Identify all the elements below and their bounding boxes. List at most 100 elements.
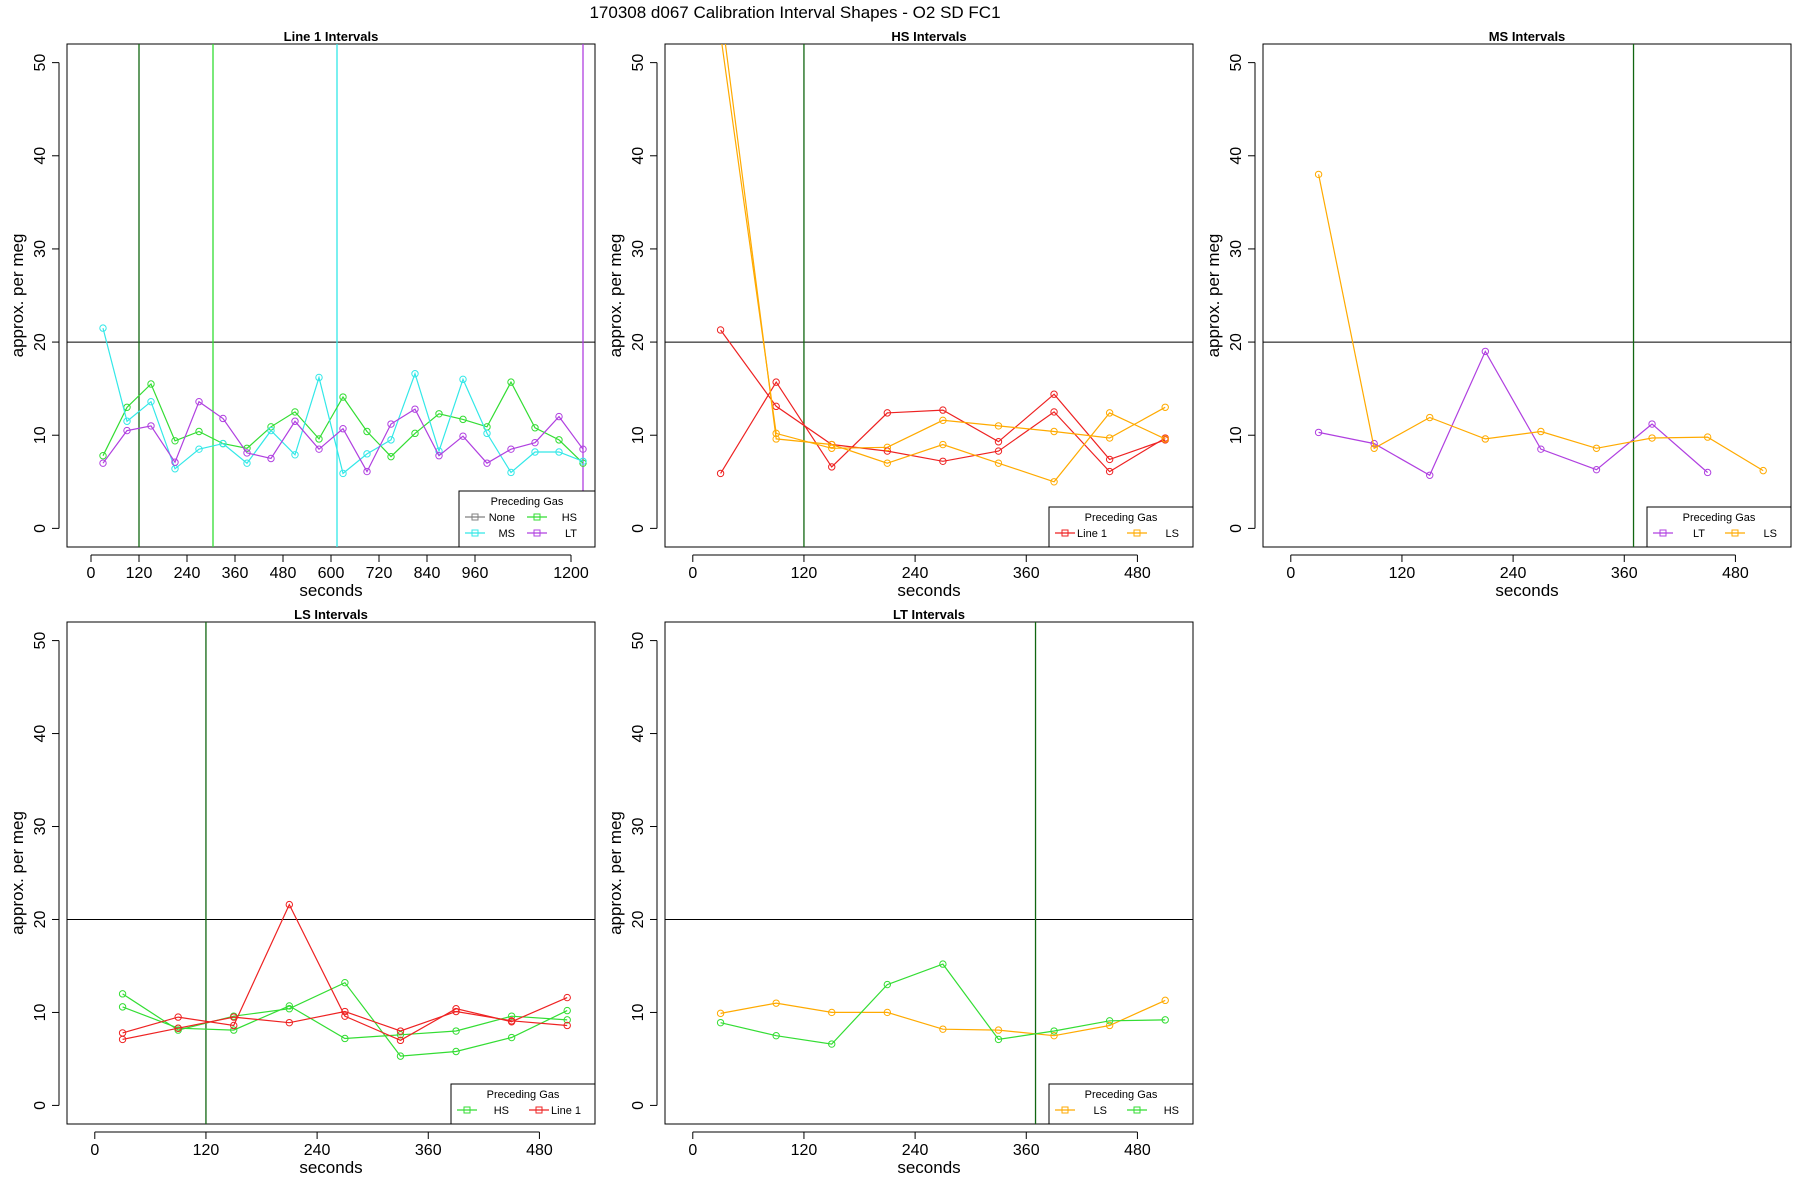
- data-point: [118, 1003, 127, 1011]
- x-tick-label: 840: [414, 565, 441, 582]
- y-tick-label: 40: [630, 725, 647, 743]
- legend-label: LS: [1166, 528, 1179, 540]
- series-line: [720, 380, 1166, 474]
- x-tick-label: 0: [87, 565, 96, 582]
- data-point: [195, 445, 203, 453]
- data-point: [507, 1017, 516, 1025]
- data-point: [396, 1052, 405, 1060]
- data-point: [939, 440, 947, 449]
- data-point: [716, 1018, 725, 1027]
- series-line: [122, 903, 568, 1041]
- y-tick-label: 30: [630, 818, 647, 836]
- data-point: [772, 435, 780, 443]
- y-tick-label: 0: [1228, 524, 1245, 533]
- legend-marker: [1731, 529, 1739, 537]
- data-point: [147, 422, 155, 430]
- data-point: [171, 437, 179, 445]
- y-tick-label: 40: [630, 147, 647, 165]
- legend-label: LS: [1764, 528, 1777, 540]
- data-point: [1105, 467, 1114, 476]
- legend-box: [1048, 506, 1194, 548]
- legend-marker: [533, 529, 541, 537]
- data-point: [716, 469, 725, 478]
- y-tick-label: 30: [1228, 240, 1245, 258]
- plot-area: [67, 44, 595, 547]
- x-axis-label: seconds: [299, 581, 362, 600]
- x-tick-label: 120: [791, 1142, 818, 1159]
- data-point: [243, 449, 251, 457]
- data-point: [772, 1031, 780, 1040]
- legend: Preceding Gas Line 1 LS: [1048, 506, 1194, 548]
- data-point: [1592, 444, 1601, 452]
- data-point: [828, 463, 836, 471]
- data-point: [291, 408, 299, 416]
- legend-entry: HS: [527, 512, 577, 524]
- data-point: [563, 1016, 571, 1024]
- y-tick-label: 20: [1228, 333, 1245, 351]
- y-tick-label: 10: [32, 1003, 49, 1021]
- data-point: [171, 458, 179, 466]
- plot-frame: [664, 43, 1194, 548]
- legend-label: HS: [1164, 1105, 1179, 1117]
- legend-entry: None: [465, 512, 515, 524]
- y-axis: 0 10 20 30 40 50: [630, 632, 658, 1110]
- data-point: [939, 416, 947, 425]
- data-point: [939, 406, 947, 414]
- y-tick-label: 20: [32, 333, 49, 351]
- y-tick-label: 10: [32, 426, 49, 444]
- plot-frame: [66, 621, 596, 1125]
- data-point: [267, 426, 275, 435]
- data-point: [883, 1008, 892, 1017]
- legend-label: HS: [494, 1105, 509, 1117]
- y-tick-label: 0: [630, 524, 647, 533]
- y-tick-label: 0: [630, 1101, 647, 1110]
- series-line: [102, 400, 584, 473]
- data-point: [994, 422, 1003, 430]
- series-line: [102, 327, 584, 475]
- data-point: [1648, 420, 1656, 428]
- x-tick-label: 480: [1124, 1142, 1151, 1159]
- y-tick-label: 40: [32, 147, 49, 165]
- data-point: [1537, 427, 1545, 436]
- data-point: [828, 1040, 836, 1048]
- data-point: [507, 378, 515, 386]
- data-point: [339, 469, 347, 478]
- data-point: [994, 459, 1003, 467]
- data-point: [99, 324, 107, 332]
- legend-label: None: [489, 512, 515, 524]
- x-tick-label: 480: [1722, 565, 1749, 582]
- data-point: [195, 427, 203, 436]
- plot-frame: [66, 43, 596, 548]
- y-tick-label: 0: [32, 1101, 49, 1110]
- data-point: [1370, 444, 1378, 452]
- data-point: [118, 1035, 127, 1044]
- data-point: [174, 1024, 182, 1032]
- data-point: [1105, 434, 1114, 442]
- plot-area: [665, 622, 1193, 1124]
- legend-box: [458, 490, 596, 548]
- data-point: [363, 427, 371, 436]
- x-tick-label: 600: [318, 565, 345, 582]
- legend-entry: LS: [1055, 1105, 1107, 1117]
- series-line: [122, 1010, 568, 1040]
- x-tick-label: 480: [1124, 565, 1151, 582]
- legend-marker: [1061, 1106, 1069, 1114]
- legend-title: Preceding Gas: [491, 496, 564, 508]
- data-point: [507, 1012, 516, 1020]
- x-tick-label: 360: [1013, 565, 1040, 582]
- data-point: [315, 435, 323, 443]
- data-point: [1050, 427, 1058, 436]
- data-point: [716, 326, 725, 334]
- legend-box: [1646, 506, 1792, 548]
- data-point: [1050, 1027, 1058, 1035]
- data-point: [579, 457, 587, 466]
- data-point: [118, 990, 127, 998]
- data-point: [341, 1034, 349, 1043]
- data-point: [387, 452, 395, 461]
- legend: Preceding Gas LS HS: [1048, 1083, 1194, 1125]
- data-point: [883, 459, 892, 467]
- series-ls: [1314, 170, 1767, 475]
- figure-title: 170308 d067 Calibration Interval Shapes …: [589, 3, 1000, 22]
- data-point: [459, 415, 467, 424]
